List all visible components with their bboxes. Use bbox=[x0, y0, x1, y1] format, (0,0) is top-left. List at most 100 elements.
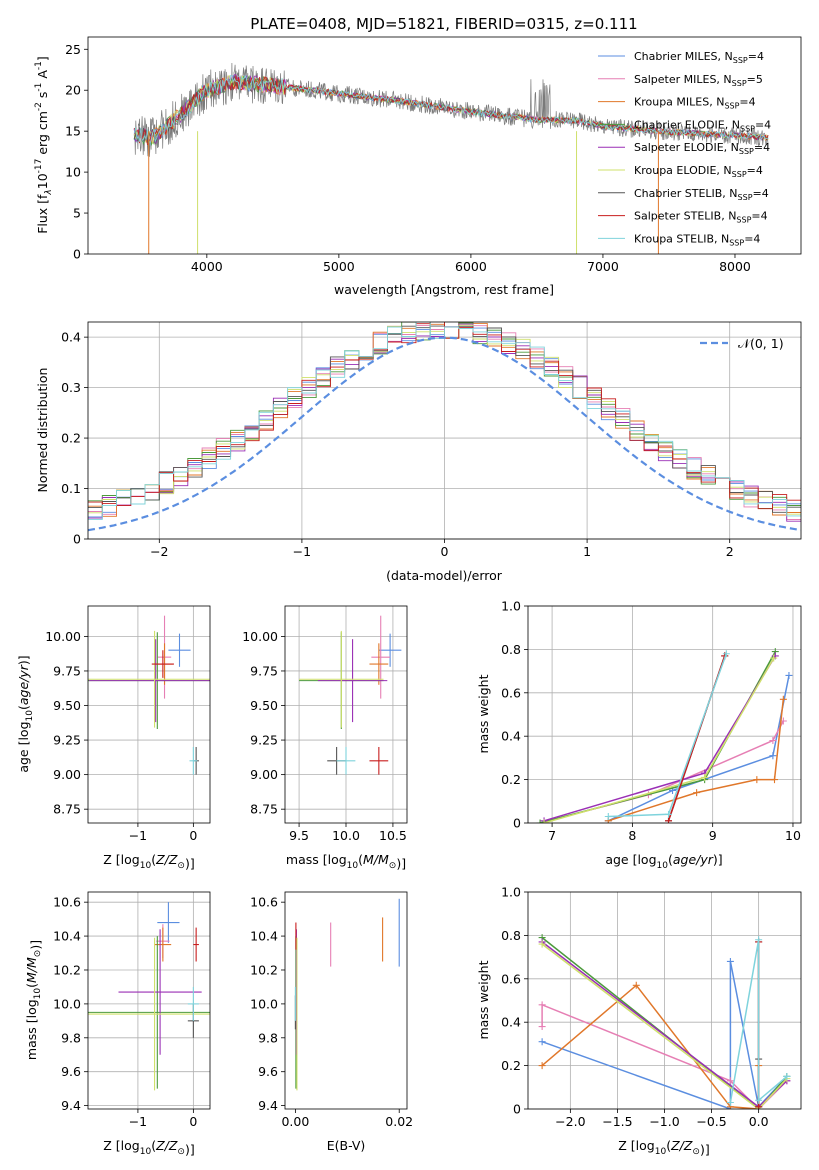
weight-marker-kroupa_elodie bbox=[770, 654, 778, 662]
legend-sub: SSP bbox=[724, 102, 739, 111]
legend-suffix: =4 bbox=[748, 50, 764, 63]
y-tick-label: 0.4 bbox=[501, 729, 521, 744]
label-part: Z [log bbox=[103, 852, 139, 867]
label-part: λ bbox=[44, 189, 54, 195]
x-axis-label: Z [log10(Z/Z⊙)] bbox=[103, 1138, 194, 1157]
x-tick-label: −2.0 bbox=[555, 1114, 585, 1129]
legend-entry-salpeter_elodie: Salpeter ELODIE, NSSP=4 bbox=[634, 141, 770, 156]
x-tick-label: −1 bbox=[129, 828, 147, 843]
y-tick-label: 0.8 bbox=[501, 928, 521, 943]
x-tick-label: 0 bbox=[441, 544, 449, 559]
x-tick-label: −1 bbox=[129, 1114, 147, 1129]
y-tick-label: 9.25 bbox=[53, 733, 81, 748]
y-tick-label: 9.6 bbox=[61, 1064, 81, 1079]
axes-weight_vs_Z: −2.0 −1.5 −1.0 −0.5 0.0 0 0.2 0.4 0.6 0.8 1.0 Z [lo… bbox=[476, 885, 802, 1157]
x-axis-label: Z [log10(Z/Z⊙)] bbox=[618, 1138, 709, 1157]
label-part: Z/Z bbox=[670, 1138, 693, 1153]
figure-title: PLATE=0408, MJD=51821, FIBERID=0315, z=0… bbox=[250, 15, 637, 33]
label-part: mass [log bbox=[286, 852, 347, 867]
label-part: age/yr bbox=[16, 664, 31, 705]
weight-marker-salpeter_miles bbox=[538, 1023, 546, 1031]
label-part: )] bbox=[700, 1142, 710, 1157]
x-tick-label: 9 bbox=[709, 828, 717, 843]
weight-marker-kroupa_miles bbox=[538, 1062, 546, 1070]
legend-sub: SSP bbox=[736, 216, 751, 225]
x-tick-label: 1 bbox=[583, 544, 591, 559]
y-tick-label: 0 bbox=[513, 816, 521, 831]
x-tick-label: 8000 bbox=[719, 259, 751, 274]
legend-sub: SSP bbox=[732, 79, 747, 88]
x-tick-label: 10 bbox=[785, 828, 801, 843]
label-part: ⊙ bbox=[692, 1147, 700, 1157]
y-tick-label: 8.75 bbox=[53, 802, 81, 817]
weight-line-kroupa_elodie bbox=[541, 943, 788, 1109]
label-part: 10 bbox=[140, 1147, 152, 1157]
label-part: )] bbox=[185, 1142, 195, 1157]
legend-entry-kroupa_stelib: Kroupa STELIB, NSSP=4 bbox=[634, 232, 760, 247]
weight-marker-chabrier_miles bbox=[785, 671, 793, 679]
label-part: ] bbox=[35, 56, 50, 61]
legend-entry-gaussian: 𝒩(0, 1) bbox=[738, 336, 784, 351]
y-tick-label: 5 bbox=[73, 206, 81, 221]
legend-suffix: =4 bbox=[751, 210, 767, 223]
legend-text: Salpeter ELODIE, N bbox=[634, 141, 739, 154]
legend-text: Chabrier STELIB, N bbox=[634, 187, 738, 200]
x-tick-label: 0 bbox=[189, 828, 197, 843]
legend-suffix: =4 bbox=[753, 187, 769, 200]
weight-marker-kroupa_miles bbox=[693, 789, 701, 797]
x-tick-label: −1 bbox=[293, 544, 311, 559]
x-tick-label: 0.02 bbox=[385, 1114, 413, 1129]
x-tick-label: 0 bbox=[189, 1114, 197, 1129]
label-part: 10 bbox=[140, 861, 152, 871]
y-tick-label: 10.2 bbox=[250, 962, 278, 977]
label-part: )] bbox=[713, 852, 723, 867]
plot-area-mass_vs_Z bbox=[88, 902, 210, 1091]
y-tick-label: 0.8 bbox=[501, 642, 521, 657]
weight-marker-kroupa_miles bbox=[771, 776, 779, 784]
label-part: -17 bbox=[34, 159, 44, 174]
weight-marker-kroupa_elodie bbox=[538, 940, 546, 948]
legend-sub: SSP bbox=[732, 170, 747, 179]
legend-sub: SSP bbox=[740, 124, 755, 133]
axes-frame bbox=[284, 891, 408, 1110]
legend-suffix: =4 bbox=[754, 141, 770, 154]
axes-frame bbox=[284, 605, 408, 824]
label-part: age [log bbox=[605, 852, 656, 867]
label-part: ( bbox=[151, 852, 156, 867]
label-part: Z [log bbox=[103, 1138, 139, 1153]
gaussian-curve bbox=[88, 336, 801, 532]
legend-entry-salpeter_stelib: Salpeter STELIB, NSSP=4 bbox=[634, 210, 768, 225]
y-tick-label: 9.50 bbox=[53, 698, 81, 713]
legend-text: Kroupa STELIB, N bbox=[634, 232, 729, 245]
label-part: ( bbox=[666, 1138, 671, 1153]
legend-suffix: =5 bbox=[747, 73, 763, 86]
legend-sub: SSP bbox=[729, 238, 744, 247]
plot-area-spectrum bbox=[133, 62, 769, 254]
x-tick-label: −1.5 bbox=[602, 1114, 632, 1129]
legend-text: Chabrier ELODIE, N bbox=[634, 118, 740, 131]
x-tick-label: 6000 bbox=[455, 259, 487, 274]
y-tick-label: 9.6 bbox=[258, 1064, 278, 1079]
y-tick-label: 9.8 bbox=[258, 1030, 278, 1045]
y-tick-label: 0.4 bbox=[501, 1015, 521, 1030]
y-tick-label: 0.6 bbox=[501, 685, 521, 700]
axes-frame bbox=[527, 891, 802, 1110]
y-axis-label: age [log10(age/yr)] bbox=[16, 655, 35, 772]
y-tick-label: 10.4 bbox=[53, 929, 81, 944]
label-part: ( bbox=[668, 852, 673, 867]
label-part: 10 bbox=[655, 1147, 667, 1157]
label-part: -2 bbox=[34, 102, 44, 111]
label-part: Z/Z bbox=[155, 852, 178, 867]
y-axis-label: mass weight bbox=[476, 674, 491, 753]
axes-frame bbox=[87, 891, 211, 1110]
weight-marker-chabrier_miles bbox=[726, 957, 734, 965]
plots-layer: 4000 5000 6000 7000 80000510152025wavelength… bbox=[16, 36, 802, 1157]
x-tick-label: 7000 bbox=[587, 259, 619, 274]
legend-entry-kroupa_elodie: Kroupa ELODIE, NSSP=4 bbox=[634, 164, 763, 179]
x-tick-label: 9.5 bbox=[289, 828, 309, 843]
y-tick-label: 8.75 bbox=[250, 802, 278, 817]
x-tick-label: 8 bbox=[628, 828, 636, 843]
label-part: A bbox=[35, 70, 50, 83]
